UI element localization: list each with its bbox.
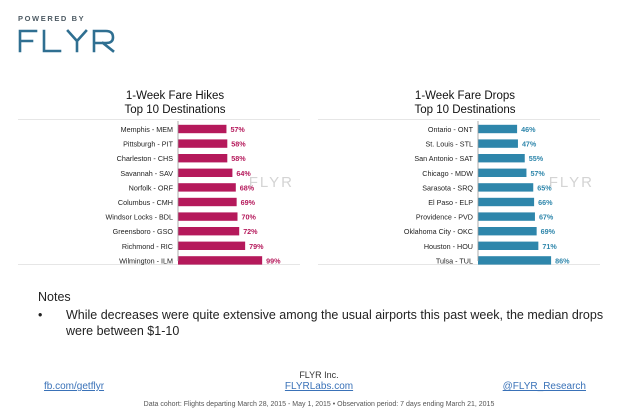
- bar: [478, 154, 525, 163]
- value-label: 99%: [266, 256, 281, 265]
- value-label: 86%: [555, 256, 570, 265]
- bar: [178, 256, 263, 265]
- category-label: Windsor Locks - BDL: [105, 213, 173, 222]
- category-label: St. Louis - STL: [425, 140, 473, 149]
- bar: [478, 139, 518, 148]
- value-label: 57%: [230, 125, 245, 134]
- data-cohort-note: Data cohort: Flights departing March 28,…: [143, 401, 495, 408]
- value-label: 46%: [521, 125, 536, 134]
- value-label: 57%: [530, 169, 545, 178]
- category-label: Oklahoma City - OKC: [404, 227, 473, 236]
- bar: [478, 256, 552, 265]
- hikes-chart-title: 1-Week Fare Hikes Top 10 Destinations: [85, 89, 265, 117]
- category-label: Greensboro - GSO: [113, 227, 174, 236]
- bar: [478, 241, 539, 250]
- hikes-title-line-2: Top 10 Destinations: [124, 104, 226, 116]
- bar: [178, 241, 246, 250]
- category-label: Sarasota - SRQ: [422, 183, 473, 192]
- watermark-text: FLYR: [549, 174, 594, 191]
- website-link[interactable]: FLYRLabs.com: [284, 381, 354, 392]
- bar: [478, 183, 534, 192]
- fare-hikes-chart: FLYR Memphis - MEM 57% Pittsburgh - PIT 58% C…: [18, 119, 300, 265]
- category-label: Richmond - RIC: [122, 242, 173, 251]
- value-label: 58%: [231, 140, 246, 149]
- flyr-logo-icon: [18, 29, 115, 53]
- notes-heading: Notes: [38, 290, 71, 304]
- category-label: Houston - HOU: [424, 242, 473, 251]
- bar: [478, 124, 518, 134]
- value-label: 70%: [242, 213, 257, 222]
- category-label: Memphis - MEM: [121, 125, 173, 134]
- bar: [178, 139, 228, 148]
- bar: [478, 227, 537, 236]
- bar: [478, 212, 535, 221]
- drops-chart-title: 1-Week Fare Drops Top 10 Destinations: [365, 89, 565, 117]
- notes-item-text: While decreases were quite extensive amo…: [66, 308, 604, 338]
- category-label: Pittsburgh - PIT: [123, 140, 174, 149]
- category-label: Providence - PVD: [416, 213, 473, 222]
- value-label: 55%: [529, 154, 544, 163]
- value-label: 58%: [231, 154, 246, 163]
- value-label: 71%: [542, 242, 557, 251]
- category-label: Tulsa - TUL: [436, 256, 473, 265]
- bar: [178, 197, 237, 207]
- bar: [178, 124, 227, 134]
- powered-by-text: POWERED BY: [18, 14, 86, 23]
- category-label: Chicago - MDW: [422, 169, 473, 178]
- drops-title-line-1: 1-Week Fare Drops: [414, 90, 516, 102]
- value-label: 65%: [537, 183, 552, 192]
- category-label: Norfolk - ORF: [129, 183, 174, 192]
- value-label: 64%: [236, 169, 251, 178]
- bar: [178, 154, 228, 163]
- watermark-text: FLYR: [249, 174, 294, 191]
- value-label: 79%: [249, 242, 264, 251]
- bar: [178, 168, 233, 177]
- bar: [478, 168, 527, 177]
- category-label: Savannah - SAV: [120, 169, 173, 178]
- twitter-link[interactable]: @FLYR_Research: [502, 381, 586, 392]
- value-label: 67%: [539, 213, 554, 222]
- facebook-link[interactable]: fb.com/getflyr: [44, 381, 105, 392]
- notes-item: • While decreases were quite extensive a…: [38, 307, 618, 339]
- value-label: 69%: [241, 198, 256, 207]
- bar: [178, 212, 238, 221]
- hikes-title-line-1: 1-Week Fare Hikes: [125, 90, 225, 102]
- bar: [178, 227, 240, 236]
- bullet-icon: •: [38, 308, 43, 322]
- bar: [178, 183, 236, 192]
- fare-drops-chart: FLYR Ontario - ONT 46% St. Louis - STL 47% Sa…: [318, 119, 600, 265]
- category-label: Charleston - CHS: [117, 154, 174, 163]
- category-label: El Paso - ELP: [428, 198, 473, 207]
- bar: [478, 197, 535, 207]
- footer-company: FLYR Inc.: [299, 370, 339, 380]
- drops-title-line-2: Top 10 Destinations: [414, 104, 516, 116]
- value-label: 47%: [522, 140, 537, 149]
- value-label: 68%: [240, 183, 255, 192]
- category-label: San Antonio - SAT: [414, 154, 473, 163]
- value-label: 66%: [538, 198, 553, 207]
- category-label: Columbus - CMH: [118, 198, 173, 207]
- value-label: 69%: [541, 227, 556, 236]
- category-label: Ontario - ONT: [428, 125, 474, 134]
- category-label: Wilmington - ILM: [119, 256, 173, 265]
- brand: POWERED BY: [18, 14, 116, 53]
- notes-section: Notes • While decreases were quite exten…: [38, 290, 618, 339]
- value-label: 72%: [243, 227, 258, 236]
